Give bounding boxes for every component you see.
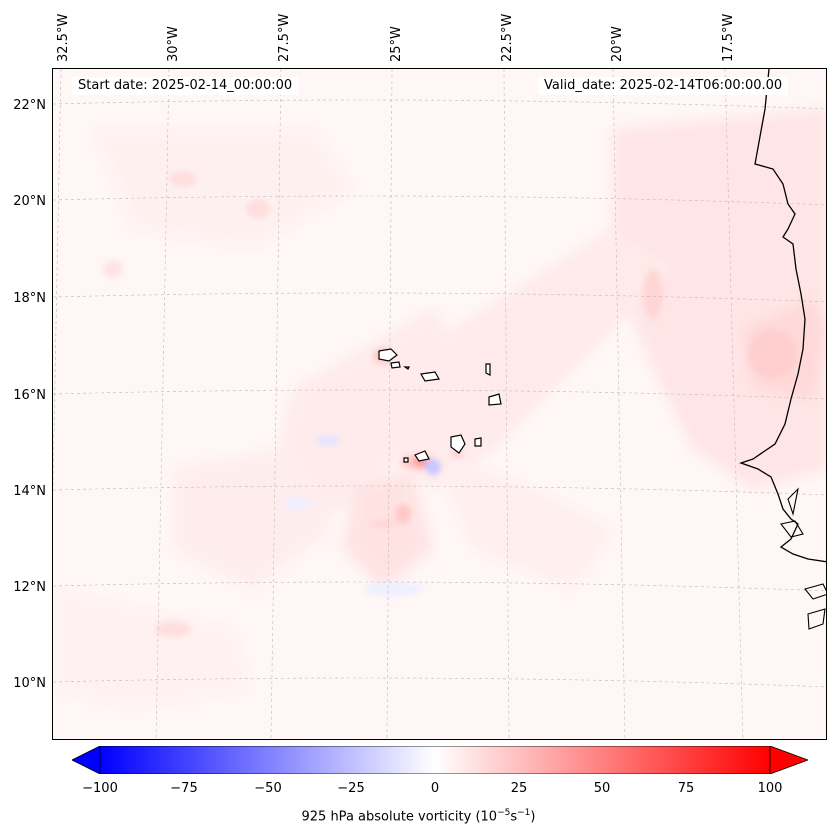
lon-label-25w: 25°W [389,26,404,62]
colorbar-extend-min [72,746,101,774]
graticule [53,69,826,739]
colorbar-tick-25: 25 [510,781,528,796]
coast-detail-2 [780,520,804,538]
colorbar-tick-0: 0 [430,781,440,796]
lat-label-18n: 18°N [13,291,46,306]
vorticity-map [52,68,827,740]
lon-label-17-5w: 17.5°W [721,13,736,62]
valid-date-label: Valid_date: 2025-02-14T06:00:00.00 [538,77,789,95]
vorticity-cells [103,171,798,637]
lon-label-32-5w: 32.5°W [56,13,71,62]
colorbar-tick-minus100: −100 [82,781,118,796]
coast-detail-4 [807,608,826,630]
lat-label-10n: 10°N [13,676,46,691]
map-field [53,69,826,739]
lat-label-22n: 22°N [13,98,46,113]
colorbar-tick-50: 50 [593,781,611,796]
colorbar-tick-minus25: −25 [337,781,365,796]
lon-label-20w: 20°W [610,26,625,62]
coast-detail [787,487,799,517]
lon-label-27-5w: 27.5°W [277,13,292,62]
colorbar-tick-minus50: −50 [254,781,282,796]
colorbar-tick-100: 100 [757,781,783,796]
africa-coastline [738,69,826,563]
lon-label-30w: 30°W [166,26,181,62]
lat-label-12n: 12°N [13,580,46,595]
colorbar-tick-minus75: −75 [170,781,198,796]
lon-label-22-5w: 22.5°W [500,13,515,62]
colorbar-extend-max [769,746,808,774]
cape-verde-islands [378,348,502,463]
coast-detail-3 [804,583,826,600]
colorbar-gradient [99,746,771,774]
start-date-label: Start date: 2025-02-14_00:00:00 [72,77,299,95]
colorbar [72,746,808,774]
lat-label-14n: 14°N [13,484,46,499]
lat-label-16n: 16°N [13,388,46,403]
colorbar-label: 925 hPa absolute vorticity (10−5s−1) [301,808,536,825]
colorbar-tick-75: 75 [677,781,695,796]
lat-label-20n: 20°N [13,194,46,209]
